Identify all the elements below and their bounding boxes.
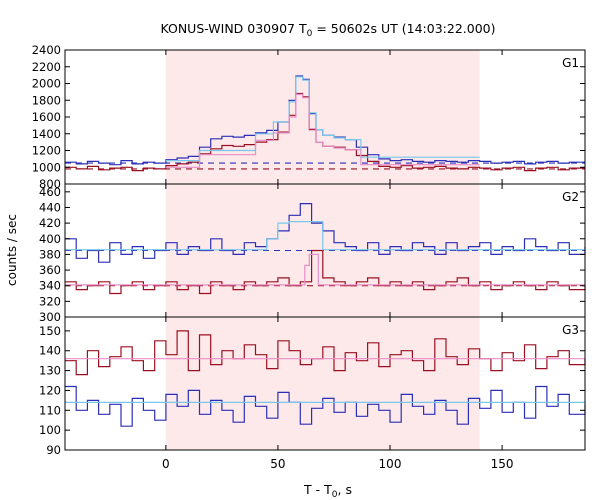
- x-tick-label: 50: [270, 457, 285, 471]
- y-tick-label: 100: [39, 423, 61, 437]
- x-tick-label: 100: [379, 457, 402, 471]
- y-tick-label: 440: [39, 200, 61, 214]
- panel-g3: 90 100 110 120 130 140 150 G3: [39, 316, 586, 457]
- panel-label: G1: [562, 56, 579, 70]
- y-tick-label: 380: [39, 247, 61, 261]
- y-tick-label: 420: [39, 216, 61, 230]
- y-tick-label: 90: [46, 443, 61, 457]
- panel-label: G2: [562, 190, 579, 204]
- series-g1-pink: [165, 93, 480, 168]
- y-tick-label: 340: [39, 279, 61, 293]
- y-tick-label: 800: [39, 177, 61, 191]
- y-tick-label: 300: [39, 310, 61, 324]
- y-tick-label: 2000: [32, 77, 61, 91]
- y-tick-label: 2400: [32, 43, 61, 57]
- y-tick-label: 140: [39, 344, 61, 358]
- series-g2-light_blue: [65, 221, 585, 251]
- y-tick-label: 130: [39, 364, 61, 378]
- y-tick-label: 1800: [32, 93, 61, 107]
- x-tick-label: 150: [491, 457, 514, 471]
- x-tick-label: 0: [162, 457, 170, 471]
- series-g3-red: [65, 330, 586, 376]
- y-tick-label: 110: [39, 403, 61, 417]
- plot-area: 80010001200140016001800200022002400G1300…: [32, 43, 586, 471]
- series-g2-red: [65, 249, 586, 295]
- y-tick-label: 2200: [32, 60, 61, 74]
- series-g2-pink: [65, 253, 585, 286]
- y-tick-label: 150: [39, 324, 61, 338]
- y-tick-label: 1000: [32, 160, 61, 174]
- y-tick-label: 1600: [32, 110, 61, 124]
- series-g1-light_blue: [165, 76, 480, 162]
- y-axis-label: counts / sec: [5, 214, 19, 286]
- y-tick-label: 400: [39, 232, 61, 246]
- y-tick-label: 460: [39, 185, 61, 199]
- chart-title: KONUS-WIND 030907 T0 = 50602s UT (14:03:…: [160, 21, 495, 39]
- panel-label: G3: [562, 323, 579, 337]
- panel-frame: [64, 316, 586, 451]
- series-g3-blue: [65, 385, 586, 427]
- panel-g1: 800 1000 1200 1400 1600 1800 2000 2200 2400 G1: [32, 43, 586, 191]
- y-tick-label: 1400: [32, 127, 61, 141]
- y-tick-label: 120: [39, 383, 61, 397]
- y-tick-label: 320: [39, 294, 61, 308]
- x-axis-label: T - T0, s: [303, 482, 352, 500]
- y-tick-label: 1200: [32, 144, 61, 158]
- y-tick-label: 360: [39, 263, 61, 277]
